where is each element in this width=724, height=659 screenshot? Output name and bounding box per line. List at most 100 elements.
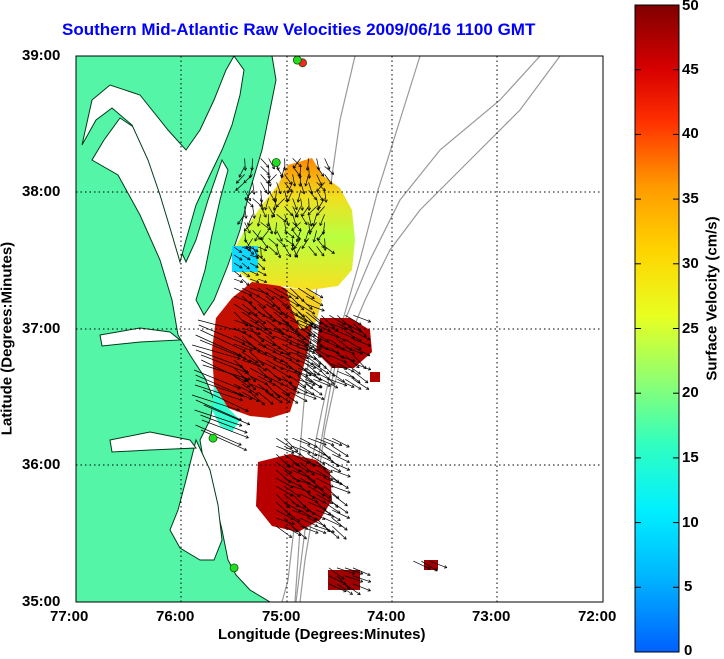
vector-head — [368, 572, 371, 576]
vector-head — [302, 306, 305, 311]
vector-head — [237, 408, 240, 411]
vector-head — [294, 183, 297, 187]
vector-head — [296, 400, 299, 404]
vector-head — [304, 384, 307, 388]
vector-head — [296, 312, 299, 316]
velocity-vector — [332, 493, 348, 507]
vector-head — [316, 374, 320, 376]
velocity-vector — [421, 560, 438, 572]
velocity-vector — [353, 323, 367, 337]
vector-head — [287, 481, 291, 483]
vector-head — [303, 314, 305, 318]
velocity-vector — [273, 295, 290, 309]
velocity-vector — [345, 331, 362, 342]
vector-head — [271, 215, 275, 218]
vector-head — [309, 308, 313, 310]
velocity-vector — [264, 198, 269, 211]
vector-head — [321, 396, 325, 400]
vector-head — [240, 257, 243, 261]
vector-head — [356, 366, 360, 369]
velocity-vector — [249, 367, 268, 378]
velocity-vector — [244, 206, 247, 219]
vector-head — [318, 363, 322, 365]
vector-head — [254, 378, 257, 382]
vector-head — [359, 386, 362, 390]
velocity-vector — [276, 246, 281, 259]
colorbar-tick-label: 30 — [682, 254, 699, 272]
velocity-vector — [260, 166, 270, 176]
velocity-vector — [321, 363, 335, 377]
vector-head — [319, 353, 322, 357]
vector-head — [294, 371, 298, 373]
velocity-vector — [300, 182, 305, 195]
velocity-vector — [316, 461, 333, 473]
velocity-vector — [321, 315, 335, 329]
vector-head — [342, 347, 345, 351]
velocity-vector — [292, 166, 301, 177]
velocity-vector — [308, 469, 327, 478]
velocity-vector — [241, 254, 251, 261]
velocity-vector — [273, 359, 292, 369]
vector-head — [321, 303, 324, 306]
vector-head — [346, 485, 349, 489]
vector-head — [298, 183, 301, 187]
velocity-vector — [324, 485, 340, 499]
velocity-vector — [292, 206, 299, 218]
vector-head — [333, 381, 335, 385]
velocity-vector — [353, 363, 371, 370]
velocity-vector — [321, 379, 339, 389]
eastern-patch — [424, 560, 438, 570]
vector-head — [320, 368, 323, 372]
vector-head — [256, 223, 259, 227]
vector-head — [311, 497, 315, 499]
vector-head — [320, 327, 323, 331]
vector-head — [299, 508, 302, 512]
velocity-vector — [249, 351, 265, 366]
vector-head — [312, 392, 315, 396]
map-title: Southern Mid-Atlantic Raw Velocities 200… — [62, 20, 536, 39]
vector-head — [293, 388, 297, 390]
velocity-vector — [292, 525, 307, 540]
vector-head — [248, 273, 250, 277]
velocity-vector — [308, 182, 313, 195]
velocity-vector — [328, 575, 347, 585]
velocity-vector — [276, 230, 283, 242]
vector-head — [308, 342, 312, 344]
vector-head — [288, 504, 290, 509]
velocity-vector — [345, 347, 363, 355]
velocity-vector — [292, 437, 311, 446]
vector-head — [268, 226, 271, 230]
vector-head — [300, 207, 303, 211]
vector-head — [359, 346, 362, 350]
velocity-vector — [337, 315, 352, 329]
vector-head — [311, 362, 314, 365]
velocity-vector — [352, 575, 371, 583]
vector-head — [345, 536, 347, 540]
velocity-vector — [281, 311, 299, 323]
velocity-vector — [353, 347, 371, 357]
vector-head — [319, 321, 322, 325]
vector-head — [330, 477, 333, 481]
velocity-vector — [200, 354, 248, 374]
velocity-vector — [292, 198, 298, 210]
velocity-vector — [257, 254, 266, 262]
vector-head — [312, 350, 316, 354]
velocity-vector — [268, 174, 271, 187]
vector-head — [279, 239, 283, 242]
vector-head — [298, 372, 301, 376]
vector-head — [292, 235, 295, 239]
velocity-vector — [305, 315, 319, 329]
vector-head — [300, 163, 302, 167]
velocity-vector — [305, 371, 322, 381]
velocity-vector — [281, 343, 300, 354]
vector-head — [262, 362, 265, 366]
velocity-vector — [249, 166, 253, 179]
vector-head — [267, 180, 270, 184]
vector-head — [287, 199, 291, 202]
velocity-vector — [249, 391, 265, 406]
vector-head — [274, 245, 279, 247]
vector-head — [335, 465, 339, 467]
vector-head — [259, 236, 261, 240]
vector-head — [289, 380, 293, 384]
vector-head — [236, 410, 240, 412]
